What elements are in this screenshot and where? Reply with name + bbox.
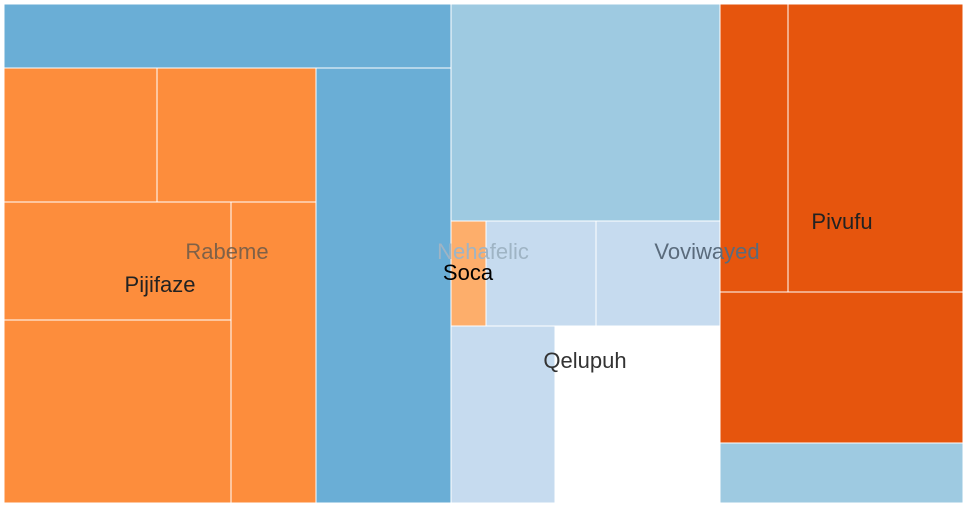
label-soca: Soca: [443, 260, 494, 285]
treemap-cell: [230, 201, 317, 504]
label-voviwayed: Voviwayed: [654, 239, 759, 264]
treemap-labels: Rabeme Pijifaze Nehafelic Soca Voviwayed…: [125, 209, 873, 373]
label-pijifaze: Pijifaze: [125, 272, 196, 297]
treemap-cell: [719, 291, 964, 444]
treemap-cell: [315, 67, 452, 504]
treemap-cell: [450, 325, 556, 504]
treemap-cell: [156, 67, 317, 203]
treemap-cell: [3, 67, 158, 203]
treemap-cell: [3, 201, 232, 321]
treemap-cell: [3, 3, 452, 69]
treemap-cell: [719, 442, 964, 504]
label-pivufu: Pivufu: [811, 209, 872, 234]
treemap-cell: [787, 3, 964, 293]
treemap-cell: [3, 319, 232, 504]
label-qelupuh: Qelupuh: [543, 348, 626, 373]
treemap-cell: [719, 3, 789, 293]
treemap-cell: [485, 220, 597, 327]
treemap-cell: [450, 3, 721, 222]
label-rabeme: Rabeme: [185, 239, 268, 264]
treemap-cells: [3, 3, 964, 504]
label-nehafelic: Nehafelic: [437, 239, 529, 264]
treemap-cell: [595, 220, 721, 327]
